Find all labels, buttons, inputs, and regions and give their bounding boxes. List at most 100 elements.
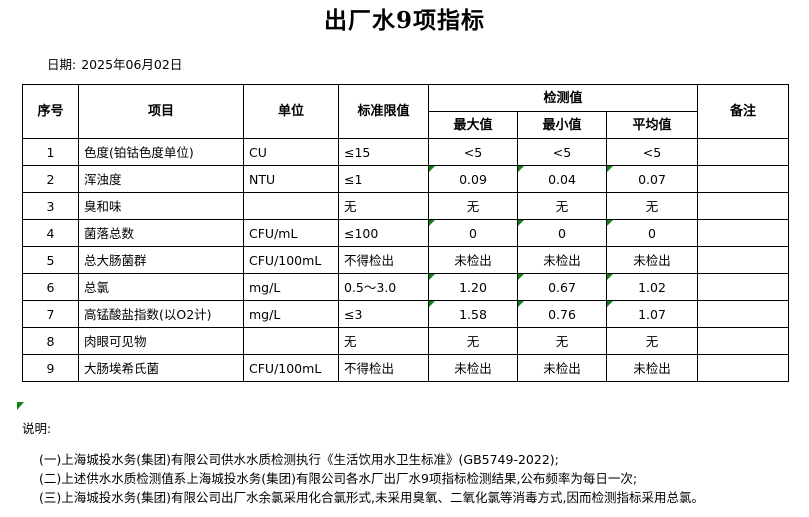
cell-limit: ≤1: [338, 165, 429, 193]
cell-max: 无: [428, 327, 518, 355]
cell-item: 肉眼可见物: [78, 327, 244, 355]
cell-no: 1: [22, 138, 79, 166]
cell-max: 1.58: [428, 300, 518, 328]
cell-max: 1.20: [428, 273, 518, 301]
table-header-row-bottom: 最大值 最小值 平均值: [23, 111, 789, 139]
cell-avg: 未检出: [606, 246, 698, 274]
cell-item: 总氯: [78, 273, 244, 301]
cell-min: 0.67: [517, 273, 607, 301]
cell-min: <5: [517, 138, 607, 166]
water-quality-table: 序号 项目 单位 标准限值 检测值 备注 最大值 最小值 平均值 1 色度(铂钴色…: [22, 84, 789, 382]
cell-unit: CU: [243, 138, 339, 166]
cell-max: 未检出: [428, 246, 518, 274]
cell-max: 无: [428, 192, 518, 220]
table-body: 1 色度(铂钴色度单位) CU ≤15 <5 <5 <5 2 浑浊度 NTU ≤1 0.09 0.04 0…: [22, 138, 789, 382]
notes-list: (一)上海城投水务(集团)有限公司供水水质检测执行《生活饮用水卫生标准》(GB5…: [22, 450, 802, 507]
table-row: 5 总大肠菌群 CFU/100mL 不得检出 未检出 未检出 未检出: [22, 246, 789, 274]
column-header-item: 项目: [78, 84, 244, 139]
cell-min: 未检出: [517, 246, 607, 274]
cell-unit: [243, 327, 339, 355]
cell-remark: [697, 165, 789, 193]
table-row: 3 臭和味无无无无: [22, 192, 789, 220]
cell-limit: 不得检出: [338, 246, 429, 274]
note-line: (三)上海城投水务(集团)有限公司出厂水余氯采用化合氯形式,未采用臭氧、二氧化氯…: [39, 490, 704, 505]
cell-remark: [697, 300, 789, 328]
cell-avg: 1.07: [606, 300, 698, 328]
note-line: (二)上述供水水质检测值系上海城投水务(集团)有限公司各水厂出厂水9项指标检测结…: [39, 471, 638, 486]
cell-no: 3: [22, 192, 79, 220]
cell-no: 4: [22, 219, 79, 247]
cell-limit: 不得检出: [338, 354, 429, 382]
column-header-max: 最大值: [428, 111, 518, 139]
cell-no: 5: [22, 246, 79, 274]
table-row: 9 大肠埃希氏菌 CFU/100mL 不得检出 未检出 未检出 未检出: [22, 354, 789, 382]
cell-item: 臭和味: [78, 192, 244, 220]
cell-no: 8: [22, 327, 79, 355]
cell-unit: CFU/100mL: [243, 354, 339, 382]
cell-item: 总大肠菌群: [78, 246, 244, 274]
cell-limit: ≤15: [338, 138, 429, 166]
table-row: 6 总氯 mg/L 0.5～3.0 1.20 0.67 1.02: [22, 273, 789, 301]
cell-limit: 无: [338, 192, 429, 220]
cell-remark: [697, 246, 789, 274]
table-row: 1 色度(铂钴色度单位) CU ≤15 <5 <5 <5: [22, 138, 789, 166]
cell-avg: 0.07: [606, 165, 698, 193]
cell-max: 未检出: [428, 354, 518, 382]
cell-item: 高锰酸盐指数(以O2计): [78, 300, 244, 328]
notes-section: 说明: (一)上海城投水务(集团)有限公司供水水质检测执行《生活饮用水卫生标准》…: [22, 420, 802, 507]
notes-title: 说明:: [22, 421, 52, 436]
cell-unit: mg/L: [243, 273, 339, 301]
cell-unit: mg/L: [243, 300, 339, 328]
date-label: 日期:: [47, 57, 77, 72]
cell-remark: [697, 273, 789, 301]
cell-limit: 0.5～3.0: [338, 273, 429, 301]
cell-remark: [697, 219, 789, 247]
cell-item: 大肠埃希氏菌: [78, 354, 244, 382]
column-header-measured-group: 检测值: [428, 84, 698, 112]
cell-max: <5: [428, 138, 518, 166]
column-header-min: 最小值: [517, 111, 607, 139]
column-header-limit: 标准限值: [338, 84, 429, 139]
cell-unit: CFU/mL: [243, 219, 339, 247]
cell-min: 0.76: [517, 300, 607, 328]
cell-item: 浑浊度: [78, 165, 244, 193]
cell-limit: ≤100: [338, 219, 429, 247]
cell-min: 无: [517, 192, 607, 220]
cell-min: 0: [517, 219, 607, 247]
column-header-avg: 平均值: [606, 111, 698, 139]
cell-remark: [697, 354, 789, 382]
cell-avg: <5: [606, 138, 698, 166]
green-error-flag-icon: [17, 402, 24, 410]
column-header-remark: 备注: [697, 84, 789, 139]
cell-max: 0.09: [428, 165, 518, 193]
page-title: 出厂水9项指标: [323, 7, 485, 34]
cell-limit: 无: [338, 327, 429, 355]
cell-max: 0: [428, 219, 518, 247]
table-row: 7 高锰酸盐指数(以O2计) mg/L ≤3 1.58 0.76 1.07: [22, 300, 789, 328]
cell-min: 未检出: [517, 354, 607, 382]
cell-avg: 1.02: [606, 273, 698, 301]
cell-no: 6: [22, 273, 79, 301]
cell-min: 无: [517, 327, 607, 355]
table-row: 2 浑浊度 NTU ≤1 0.09 0.04 0.07: [22, 165, 789, 193]
note-line: (一)上海城投水务(集团)有限公司供水水质检测执行《生活饮用水卫生标准》(GB5…: [39, 452, 559, 467]
report-date: 日期: 2025年06月02日: [47, 57, 182, 73]
cell-remark: [697, 327, 789, 355]
cell-item: 菌落总数: [78, 219, 244, 247]
cell-limit: ≤3: [338, 300, 429, 328]
cell-no: 7: [22, 300, 79, 328]
cell-unit: [243, 192, 339, 220]
cell-no: 9: [22, 354, 79, 382]
cell-unit: NTU: [243, 165, 339, 193]
table-row: 4 菌落总数 CFU/mL ≤100 0 0 0: [22, 219, 789, 247]
cell-avg: 无: [606, 327, 698, 355]
cell-remark: [697, 192, 789, 220]
column-header-no: 序号: [22, 84, 79, 139]
date-value: 2025年06月02日: [81, 57, 183, 72]
column-header-unit: 单位: [243, 84, 339, 139]
table-header: 序号 项目 单位 标准限值 检测值 备注 最大值 最小值 平均值: [22, 84, 789, 139]
cell-avg: 无: [606, 192, 698, 220]
cell-no: 2: [22, 165, 79, 193]
cell-unit: CFU/100mL: [243, 246, 339, 274]
cell-avg: 未检出: [606, 354, 698, 382]
